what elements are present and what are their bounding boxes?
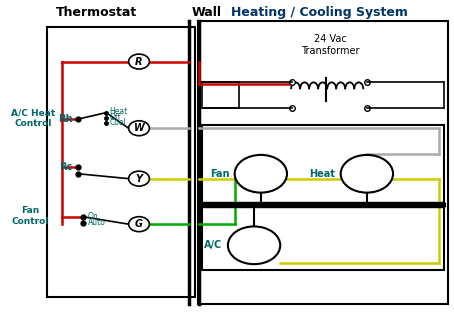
Text: Rh: Rh xyxy=(58,114,73,124)
Bar xyxy=(46,28,195,297)
Text: 24 Vac
Transformer: 24 Vac Transformer xyxy=(301,34,360,56)
Bar xyxy=(202,125,444,270)
Circle shape xyxy=(235,155,287,193)
Text: Heat: Heat xyxy=(310,169,336,179)
Text: G: G xyxy=(135,219,143,229)
Text: R: R xyxy=(135,56,143,67)
Bar xyxy=(197,21,448,304)
Circle shape xyxy=(228,226,280,264)
Text: W: W xyxy=(133,123,144,133)
Text: Off: Off xyxy=(110,113,121,122)
Text: Heating / Cooling System: Heating / Cooling System xyxy=(231,6,408,19)
Text: Cool: Cool xyxy=(110,118,126,127)
Text: Heat: Heat xyxy=(110,108,128,116)
Circle shape xyxy=(128,217,149,232)
Text: A/C: A/C xyxy=(204,240,222,250)
Circle shape xyxy=(340,155,393,193)
Circle shape xyxy=(128,121,149,136)
Text: On: On xyxy=(88,212,99,220)
Text: A/C Heat
Control: A/C Heat Control xyxy=(11,109,55,128)
Circle shape xyxy=(128,171,149,186)
Bar xyxy=(202,82,239,108)
Circle shape xyxy=(128,54,149,69)
Text: Fan
Control: Fan Control xyxy=(11,206,49,226)
Text: Auto: Auto xyxy=(88,218,106,227)
Text: Wall: Wall xyxy=(192,6,222,19)
Text: Rc: Rc xyxy=(59,162,73,172)
Text: Fan: Fan xyxy=(210,169,229,179)
Text: Y: Y xyxy=(135,174,143,184)
Text: Thermostat: Thermostat xyxy=(55,6,137,19)
